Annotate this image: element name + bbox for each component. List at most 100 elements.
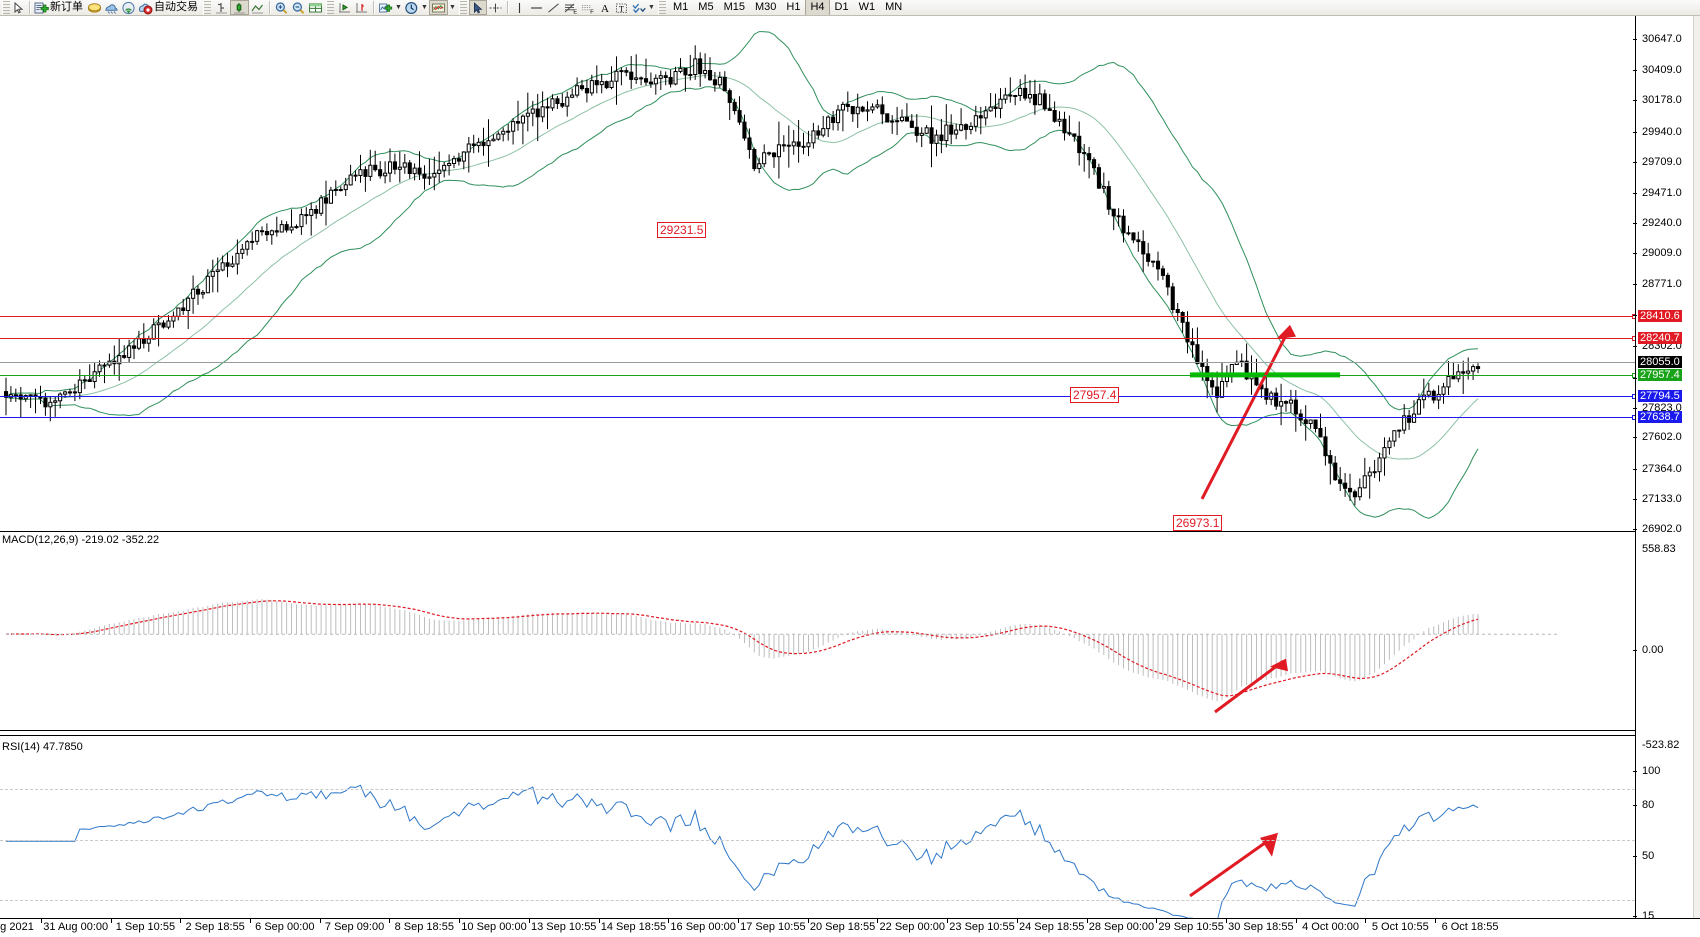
- vertical-scrollbar[interactable]: [1693, 16, 1700, 918]
- grid-button[interactable]: [307, 0, 324, 15]
- time-axis-tick: [459, 919, 461, 923]
- macd-axis-label: -523.82: [1642, 739, 1680, 751]
- price-level-badge[interactable]: 28240.7: [1638, 331, 1682, 344]
- price-axis-tick: [1633, 223, 1637, 225]
- text-label-tool-button[interactable]: T: [613, 0, 630, 15]
- cursor-tool-button[interactable]: [469, 0, 487, 15]
- price-level-line[interactable]: [0, 362, 1636, 364]
- auto-trading-button[interactable]: 自动交易: [137, 0, 201, 15]
- rsi-indicator-pane[interactable]: [0, 735, 1636, 918]
- fibo-tool-button[interactable]: E: [562, 0, 579, 15]
- timeframe-h1-button[interactable]: H1: [786, 1, 801, 13]
- time-axis-label: 28 Sep 00:00: [1088, 921, 1155, 933]
- auto-trading-icon: [138, 1, 153, 15]
- zoom-out-button[interactable]: [290, 0, 307, 15]
- toolbar-grip[interactable]: [2, 0, 10, 15]
- market-watch-button[interactable]: [103, 0, 120, 15]
- price-level-badge[interactable]: 28410.6: [1638, 309, 1682, 322]
- price-axis-label: 27364.0: [1642, 462, 1682, 475]
- timeframe-m30-button[interactable]: M30: [754, 1, 777, 13]
- timeframe-m15-button[interactable]: M15: [723, 1, 745, 13]
- time-axis-tick: [1226, 919, 1227, 923]
- objects-list-button[interactable]: [630, 0, 647, 15]
- price-level-badge[interactable]: 28055.0: [1638, 356, 1682, 369]
- timeframe-mn-button[interactable]: MN: [885, 1, 903, 13]
- chart-shift-button[interactable]: [336, 0, 353, 15]
- price-level-line[interactable]: [0, 394, 1637, 400]
- main-toolbar[interactable]: 新订单 自动交易: [0, 0, 1700, 16]
- timeframe-m5-button[interactable]: M5: [698, 1, 714, 13]
- toolbar-grip-3[interactable]: [326, 0, 334, 15]
- chart-annotation-label[interactable]: 29231.5: [657, 222, 707, 238]
- toolbar-grip-4[interactable]: [459, 0, 467, 15]
- timeframe-m1-button[interactable]: M1: [673, 1, 689, 13]
- time-axis-tick: [877, 919, 879, 923]
- time-axis-label: 31 Aug 00:00: [43, 921, 109, 933]
- rsi-axis-tick: [1633, 856, 1637, 858]
- price-axis-label: 30178.0: [1642, 94, 1682, 107]
- signals-button[interactable]: [120, 0, 137, 15]
- chart-annotation-label[interactable]: 26973.1: [1173, 515, 1223, 531]
- templates-chart-button[interactable]: [429, 0, 448, 15]
- text-tool-button[interactable]: A: [596, 0, 613, 15]
- templates-dropdown-caret-icon[interactable]: ▼: [449, 4, 456, 11]
- timeframe-w1-button[interactable]: W1: [858, 1, 876, 13]
- trendline-tool-button[interactable]: [545, 0, 562, 15]
- timeframe-d1-button[interactable]: D1: [834, 1, 849, 13]
- time-axis[interactable]: 7 Aug 2021 31 Aug 00:00 1 Sep 10:55 2 Sep 1…: [0, 918, 1700, 937]
- price-level-line[interactable]: [0, 335, 1637, 341]
- svg-text:A: A: [601, 3, 609, 15]
- chart-annotation-label[interactable]: 27957.4: [1070, 387, 1120, 403]
- macd-canvas: [5, 599, 1560, 714]
- horizontal-line-tool-button[interactable]: [528, 0, 545, 15]
- price-level-badge[interactable]: 27794.5: [1638, 390, 1682, 403]
- vertical-line-tool-button[interactable]: [511, 0, 528, 15]
- toolbar-grip-2[interactable]: [203, 0, 211, 15]
- period-dropdown-caret-icon[interactable]: ▼: [421, 4, 428, 11]
- auto-scroll-button[interactable]: [353, 0, 370, 15]
- time-axis-tick: [807, 919, 809, 923]
- indicators-button[interactable]: [377, 0, 394, 15]
- trendline-icon: [546, 1, 561, 15]
- templates-icon: [87, 1, 102, 15]
- price-axis-tick: [1633, 314, 1637, 316]
- new-order-button[interactable]: 新订单: [33, 0, 86, 15]
- objects-dropdown-caret-icon[interactable]: ▼: [648, 4, 655, 11]
- auto-scroll-icon: [354, 1, 369, 15]
- price-axis-tick: [1633, 378, 1637, 380]
- price-axis-label: 29471.0: [1642, 186, 1682, 199]
- crosshair-tool-button[interactable]: [487, 0, 504, 15]
- bar-chart-button[interactable]: [213, 0, 230, 15]
- zoom-in-button[interactable]: [273, 0, 290, 15]
- price-axis-divider: [1635, 16, 1636, 918]
- period-button[interactable]: [403, 0, 420, 15]
- horizontal-line-icon: [529, 1, 544, 15]
- price-chart-pane[interactable]: [0, 16, 1636, 528]
- time-axis-tick: [250, 919, 251, 923]
- macd-indicator-pane[interactable]: [0, 531, 1636, 731]
- time-axis-tick: [668, 919, 670, 923]
- price-level-line[interactable]: [0, 372, 1637, 378]
- templates2-icon: [431, 1, 446, 15]
- price-level-line[interactable]: [0, 313, 1637, 319]
- price-axis[interactable]: 30647.0 30409.0 30178.0 29940.0 29709.0 29471…: [1633, 16, 1700, 936]
- zoom-in-icon: [274, 1, 289, 15]
- price-axis-tick: [1633, 437, 1637, 439]
- price-level-badge[interactable]: 27638.7: [1638, 410, 1682, 423]
- timeframe-h4-button[interactable]: H4: [805, 0, 830, 15]
- price-level-badge[interactable]: 27957.4: [1638, 368, 1682, 381]
- indicators-dropdown-caret-icon[interactable]: ▼: [395, 4, 402, 11]
- price-axis-tick: [1633, 284, 1637, 286]
- templates-button[interactable]: [86, 0, 103, 15]
- price-level-line[interactable]: [0, 414, 1637, 420]
- fibo-fan-tool-button[interactable]: F: [579, 0, 596, 15]
- candlestick-chart-button[interactable]: [230, 0, 249, 15]
- time-axis-label: 7 Aug 2021: [0, 921, 34, 933]
- line-chart-button[interactable]: [249, 0, 266, 15]
- candlestick-chart-icon: [232, 1, 247, 15]
- time-axis-label: 5 Oct 10:55: [1371, 921, 1429, 933]
- toolbar-grip-5[interactable]: [658, 0, 666, 15]
- time-axis-label: 16 Sep 00:00: [670, 921, 736, 933]
- time-axis-label: 23 Sep 10:55: [949, 921, 1015, 933]
- time-axis-tick: [180, 919, 182, 923]
